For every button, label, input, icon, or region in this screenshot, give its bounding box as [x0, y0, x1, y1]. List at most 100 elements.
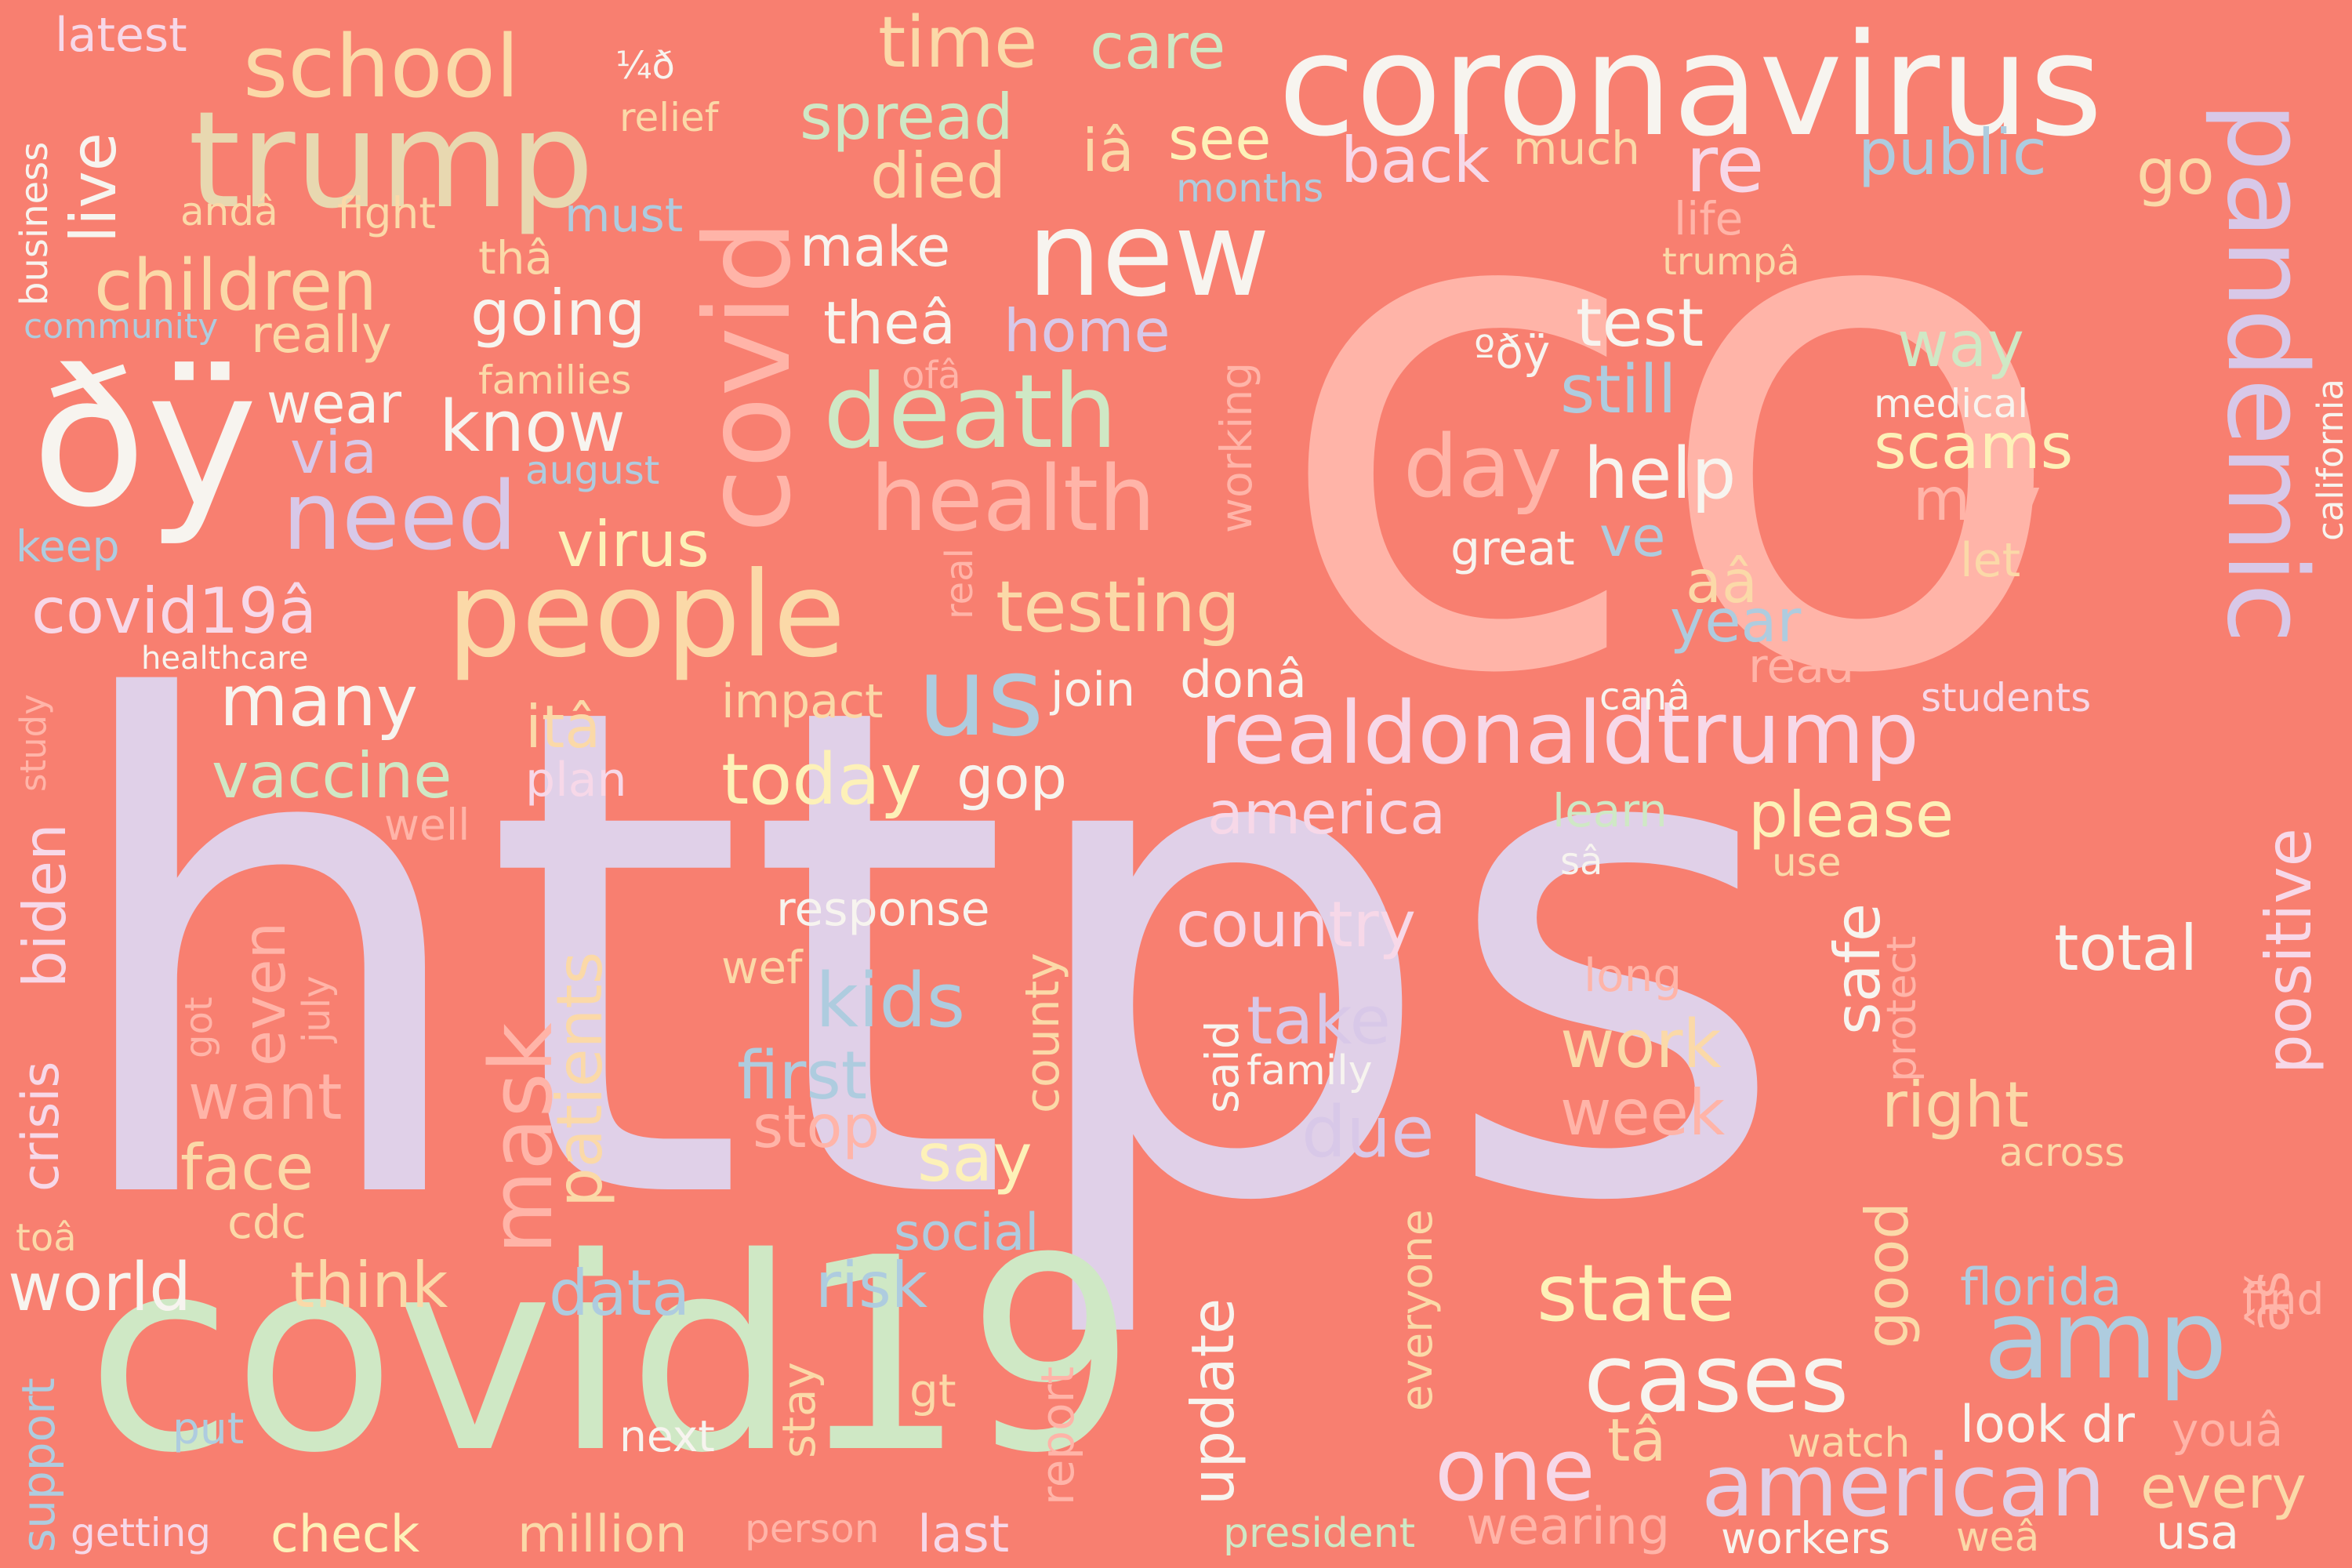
word-workers: workers [1721, 1513, 1891, 1563]
word-american: american [1701, 1436, 2106, 1536]
word-vaccine: vaccine [212, 739, 452, 812]
word-wea: weâ [1956, 1514, 2040, 1561]
word-coronavirus: coronavirus [1278, 4, 2103, 168]
word-take: take [1247, 982, 1391, 1060]
word-say: say [917, 1120, 1033, 1197]
word-still: still [1560, 351, 1677, 429]
word-fight: fight [337, 188, 436, 238]
word-got: got [177, 996, 221, 1058]
word-today: today [721, 739, 922, 821]
word-learn: learn [1552, 784, 1668, 837]
word-want: want [188, 1061, 343, 1134]
word-stop: stop [753, 1092, 880, 1161]
word-live: live [57, 132, 130, 243]
word-county: county [1015, 953, 1070, 1113]
word-tha: thâ [478, 231, 554, 285]
word-everyone: everyone [1392, 1209, 1442, 1411]
word-america: america [1207, 779, 1446, 848]
word-right: right [1882, 1069, 2029, 1142]
word-back: back [1341, 124, 1490, 197]
word-need: need [282, 463, 517, 572]
word-life: life [1674, 192, 1744, 245]
word-getting: getting [71, 1510, 212, 1555]
word-public: public [1858, 116, 2047, 189]
word-sa: sâ [1560, 840, 1603, 884]
word-amp: amp [1984, 1276, 2228, 1404]
word-across: across [1999, 1130, 2125, 1175]
word-even: even [230, 921, 299, 1066]
word-much: much [1513, 122, 1640, 175]
word-via: via [290, 418, 378, 487]
word-stay: stay [772, 1362, 826, 1458]
word-care: care [1090, 10, 1226, 83]
word-total: total [2054, 912, 2198, 985]
word-put: put [172, 1403, 245, 1454]
word-study: study [13, 694, 54, 792]
word-day: day [1403, 416, 1563, 517]
word-use: use [1772, 840, 1842, 885]
word-ooy: ºðÿ [1474, 325, 1551, 379]
word-look: look [1960, 1396, 2067, 1454]
word-make: make [800, 215, 951, 279]
word-died: died [870, 140, 1007, 212]
word-think: think [290, 1249, 448, 1322]
word-impact: impact [721, 674, 884, 729]
word-healthcare: healthcare [141, 641, 309, 677]
word-oy: ðÿ [31, 329, 258, 549]
word-real: real [938, 548, 982, 619]
word-read: read [1748, 639, 1855, 694]
word-president: president [1223, 1510, 1416, 1557]
word-trump: trump [188, 83, 594, 238]
word-million: million [517, 1505, 688, 1564]
word-watch: watch [1788, 1420, 1911, 1467]
word-update: update [1178, 1298, 1247, 1505]
word-let: let [1960, 533, 2021, 588]
word-health: health [870, 447, 1156, 552]
word-children: children [94, 245, 378, 327]
word-check: check [270, 1505, 420, 1564]
word-people: people [447, 547, 846, 684]
word-toa: toâ [16, 1216, 77, 1260]
word-really: really [251, 306, 392, 365]
word-week: week [1560, 1076, 1726, 1149]
word-protect: protect [1878, 935, 1926, 1082]
word-gop: gop [956, 743, 1068, 812]
word-wearing: wearing [1466, 1497, 1671, 1556]
word-california: california [2310, 378, 2351, 541]
word-florida: florida [1960, 1258, 2122, 1317]
word-us: us [917, 633, 1044, 761]
word-school: school [243, 16, 520, 117]
word-ofa: ofâ [902, 354, 961, 397]
word-working: working [1211, 361, 1261, 533]
word-dr: dr [2082, 1396, 2135, 1454]
word-country: country [1176, 888, 1416, 961]
word-work: work [1560, 1006, 1722, 1083]
word-risk: risk [815, 1249, 928, 1322]
word-good: good [1853, 1202, 1922, 1348]
word-every: every [2140, 1453, 2307, 1522]
word-join: join [1051, 662, 1136, 717]
word-going: going [470, 277, 646, 350]
word-cana: canâ [1599, 675, 1690, 719]
word-scams: scams [1874, 410, 2074, 483]
word-anda: andâ [180, 189, 278, 234]
word-youa: youâ [2172, 1403, 2284, 1457]
word-person: person [745, 1506, 880, 1552]
word-ia: iâ [1082, 116, 1134, 185]
word-covid19: covid19 [86, 1201, 1137, 1512]
word-help: help [1584, 433, 1737, 515]
word-patients: patients [543, 951, 616, 1207]
word-wef: wef [721, 941, 803, 994]
word-support: support [12, 1377, 65, 1552]
word-covid19a: covid19â [31, 575, 318, 648]
word-pandemic: pandemic [2202, 102, 2330, 644]
word-social: social [894, 1203, 1040, 1262]
word-test: test [1576, 285, 1704, 362]
word-go: go [2136, 136, 2215, 209]
word-must: must [564, 188, 684, 243]
word-one: one [1435, 1420, 1595, 1520]
word-wear: wear [267, 372, 401, 436]
word-great: great [1450, 521, 1575, 576]
word-https: https [55, 564, 1791, 1348]
word-biden: biden [10, 823, 79, 988]
